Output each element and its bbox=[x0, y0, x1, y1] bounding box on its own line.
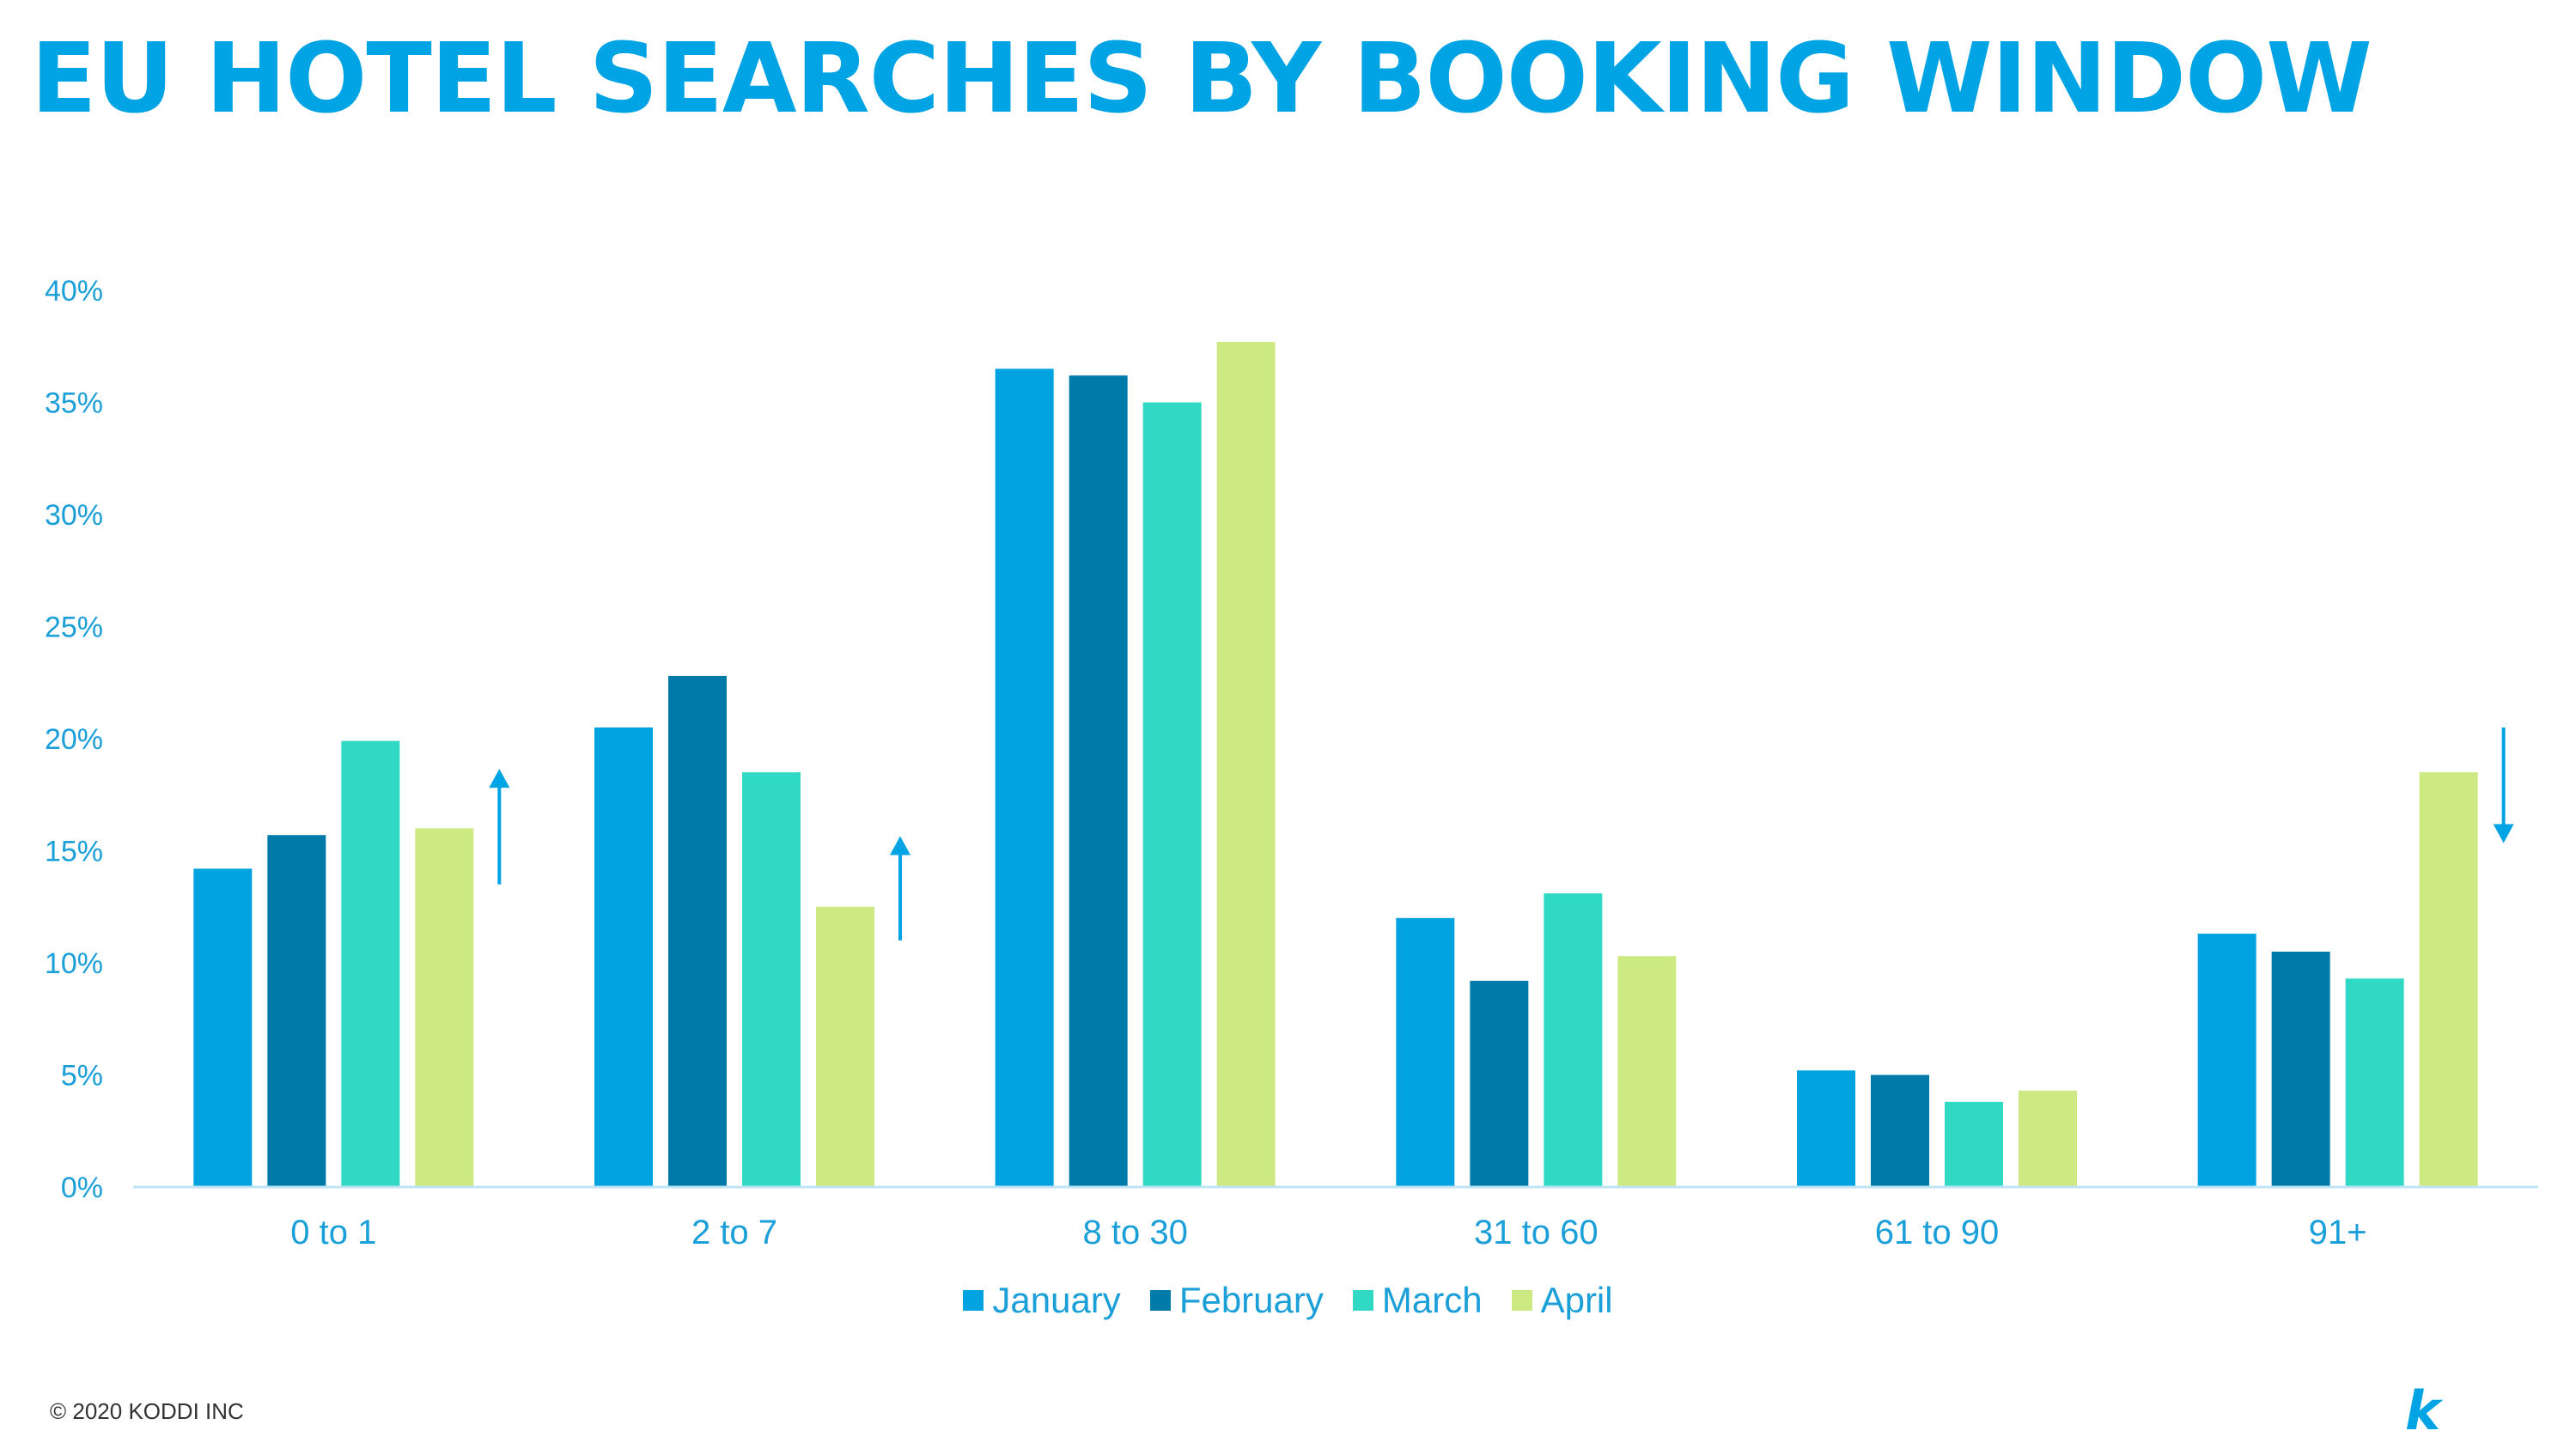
page-title: EU HOTEL SEARCHES BY BOOKING WINDOW bbox=[31, 23, 2372, 135]
legend-item: April bbox=[1511, 1280, 1613, 1321]
y-tick-label: 5% bbox=[61, 1060, 103, 1093]
arrow-up-icon bbox=[890, 836, 910, 855]
legend-item: February bbox=[1149, 1280, 1324, 1321]
bar bbox=[2019, 1090, 2077, 1187]
bar bbox=[816, 906, 874, 1187]
bar bbox=[995, 368, 1054, 1188]
legend-item: March bbox=[1352, 1280, 1483, 1321]
x-tick-label: 0 to 1 bbox=[290, 1214, 376, 1251]
legend-label: April bbox=[1540, 1280, 1613, 1320]
bar bbox=[193, 868, 253, 1187]
x-axis-ticks: 0 to 1 2 to 7 8 to 30 31 to 60 61 to 90 91+ bbox=[290, 1214, 2366, 1251]
x-tick-label: 31 to 60 bbox=[1474, 1214, 1599, 1251]
bar bbox=[267, 835, 326, 1187]
legend-label: March bbox=[1381, 1280, 1483, 1320]
copyright-footer: © 2020 KODDI INC bbox=[50, 1398, 244, 1424]
legend-item: January bbox=[963, 1280, 1121, 1321]
legend: January February March April bbox=[0, 1280, 2576, 1321]
trend-arrows bbox=[489, 727, 2514, 941]
arrow-down-icon bbox=[2493, 824, 2514, 843]
x-tick-label: 91+ bbox=[2309, 1214, 2367, 1251]
bar bbox=[341, 740, 400, 1187]
legend-swatch bbox=[1149, 1290, 1171, 1311]
bar bbox=[1142, 402, 1202, 1187]
y-tick-label: 40% bbox=[45, 275, 103, 307]
x-tick-label: 2 to 7 bbox=[691, 1214, 777, 1251]
bar bbox=[2419, 772, 2478, 1187]
y-tick-label: 0% bbox=[61, 1172, 103, 1204]
bar bbox=[1470, 980, 1529, 1187]
bar bbox=[2271, 951, 2330, 1187]
bar bbox=[1216, 342, 1276, 1187]
bar bbox=[1871, 1075, 1929, 1187]
bar bbox=[1945, 1101, 2003, 1187]
bar bbox=[1069, 375, 1128, 1187]
bar bbox=[2345, 978, 2404, 1187]
bar bbox=[668, 675, 727, 1187]
arrow-up-icon bbox=[489, 769, 510, 788]
bar bbox=[1617, 956, 1677, 1187]
y-tick-label: 20% bbox=[45, 723, 103, 756]
bars bbox=[193, 342, 2478, 1188]
bar bbox=[1544, 893, 1603, 1187]
y-tick-label: 30% bbox=[45, 499, 103, 532]
koddi-logo: k bbox=[2405, 1379, 2441, 1442]
bar bbox=[1797, 1070, 1855, 1187]
bar bbox=[2197, 934, 2256, 1187]
x-tick-label: 8 to 30 bbox=[1083, 1214, 1188, 1251]
legend-label: January bbox=[992, 1280, 1121, 1320]
legend-label: February bbox=[1178, 1280, 1324, 1320]
bar bbox=[1396, 917, 1455, 1187]
legend-swatch bbox=[1352, 1290, 1373, 1311]
bar bbox=[594, 727, 653, 1187]
bar bbox=[415, 828, 474, 1187]
y-axis-ticks: 0% 5% 10% 15% 20% 25% 30% 35% 40% bbox=[45, 275, 103, 1204]
y-tick-label: 10% bbox=[45, 947, 103, 980]
y-tick-label: 35% bbox=[45, 387, 103, 420]
legend-swatch bbox=[1511, 1290, 1532, 1311]
legend-swatch bbox=[963, 1290, 984, 1311]
y-tick-label: 25% bbox=[45, 612, 103, 644]
bar bbox=[742, 772, 801, 1187]
y-tick-label: 15% bbox=[45, 836, 103, 868]
x-tick-label: 61 to 90 bbox=[1875, 1214, 2000, 1251]
